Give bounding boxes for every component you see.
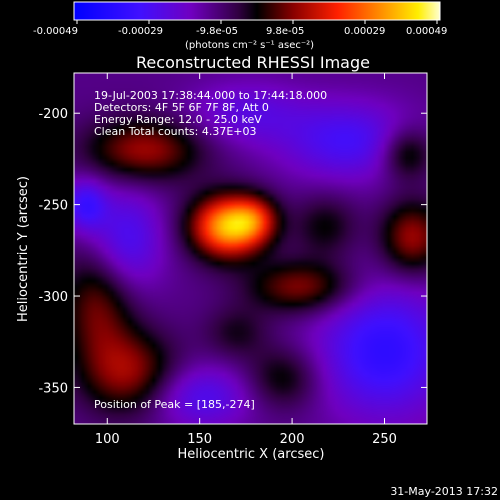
x-axis-label: Heliocentric X (arcsec) [178, 447, 325, 462]
colorbar-tick-label: -0.00029 [118, 26, 163, 37]
colorbar-unit-label: (photons cm⁻² s⁻¹ asec⁻²) [185, 40, 314, 51]
colorbar-tick-label: 0.00029 [344, 26, 385, 37]
x-tick-label: 200 [280, 432, 305, 447]
y-tick-label: -200 [38, 107, 68, 122]
chart-title: Reconstructed RHESSI Image [136, 53, 370, 72]
y-tick-label: -300 [38, 290, 68, 305]
y-tick-label: -350 [38, 381, 68, 396]
x-tick-label: 150 [187, 432, 212, 447]
plot-frame [73, 72, 428, 425]
y-tick-label: -250 [38, 199, 68, 214]
heatmap-image [74, 73, 427, 424]
colorbar-ticks [76, 20, 438, 24]
colorbar [73, 1, 441, 21]
y-axis: -200 -250 -300 -350 [38, 107, 427, 396]
y-axis-label: Heliocentric Y (arcsec) [16, 176, 31, 322]
info-line: Clean Total counts: 4.37E+03 [94, 125, 257, 138]
colorbar-tick-label: 0.00049 [406, 26, 447, 37]
x-tick-label: 100 [95, 432, 120, 447]
colorbar-tick-label: -0.00049 [33, 26, 78, 37]
colorbar-tick-label: -9.8e-05 [196, 26, 238, 37]
info-line: 19-Jul-2003 17:38:44.000 to 17:44:18.000 [94, 89, 327, 102]
info-line: Energy Range: 12.0 - 25.0 keV [94, 113, 262, 126]
x-tick-label: 250 [372, 432, 397, 447]
colorbar-tick-label: 9.8e-05 [266, 26, 304, 37]
info-line: Detectors: 4F 5F 6F 7F 8F, Att 0 [94, 101, 269, 114]
x-axis: 100 150 200 250 [95, 73, 397, 447]
timestamp: 31-May-2013 17:32 [390, 485, 498, 498]
peak-label: Position of Peak = [185,-274] [94, 398, 255, 411]
